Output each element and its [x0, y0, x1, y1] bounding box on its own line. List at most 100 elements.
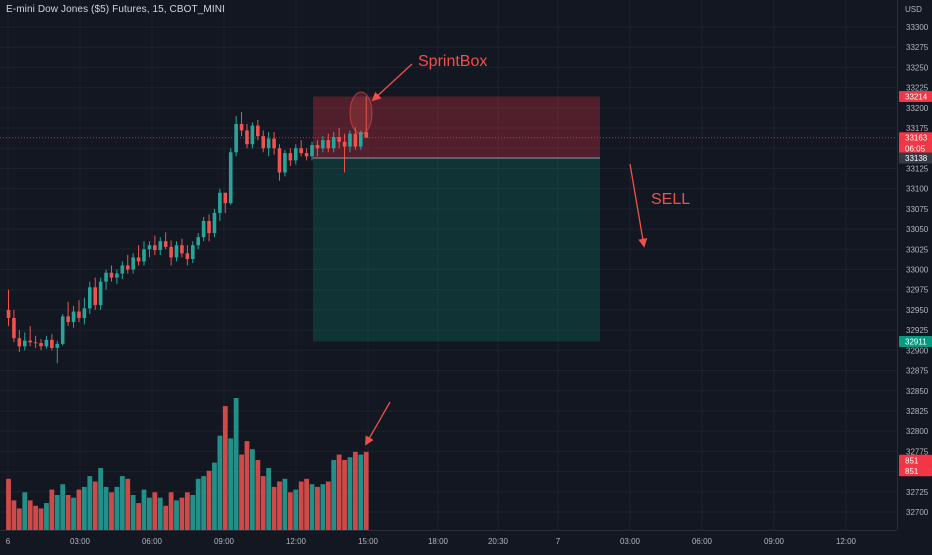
volume-bar	[184, 492, 190, 530]
volume-bar	[119, 476, 125, 530]
volume-bar	[81, 486, 87, 530]
price-tick-label: 33025	[906, 245, 929, 254]
candle-body	[293, 148, 298, 161]
volume-bar	[76, 489, 82, 530]
volume-bar	[266, 468, 272, 530]
price-badge	[899, 465, 932, 477]
time-tick-label: 09:00	[214, 537, 235, 546]
candle-body	[212, 212, 217, 234]
volume-bar	[212, 462, 217, 530]
price-tick-label: 32825	[906, 407, 929, 416]
candle-body	[218, 192, 222, 213]
volume-bar	[98, 468, 104, 530]
candle-body	[22, 340, 27, 347]
candlestick-series[interactable]	[6, 96, 369, 364]
candle-body	[169, 246, 173, 258]
time-tick-label: 15:00	[358, 537, 379, 546]
candle-body	[153, 245, 157, 251]
volume-bar	[325, 481, 331, 530]
price-tick-label: 32925	[906, 326, 929, 335]
short-position-tool[interactable]	[313, 96, 600, 342]
volume-bar	[206, 470, 212, 530]
candle-body	[348, 133, 352, 147]
time-axis-divider	[0, 530, 897, 531]
price-tick-label: 32950	[906, 306, 929, 315]
price-tick-label: 33200	[906, 104, 929, 113]
symbol-title[interactable]: E-mini Dow Jones ($5) Futures, 15, CBOT_…	[6, 4, 225, 15]
candle-body	[12, 318, 16, 339]
volume-bars	[6, 398, 369, 530]
price-tick-label: 33275	[906, 43, 929, 52]
volume-bar	[152, 492, 158, 530]
candle-body	[66, 316, 70, 323]
candle-body	[180, 245, 184, 254]
drawing-annotations[interactable]: SprintBox SELL	[349, 53, 690, 446]
price-badge	[899, 454, 932, 466]
candle-body	[190, 245, 195, 259]
volume-bar	[201, 476, 207, 530]
volume-bar	[141, 489, 147, 530]
volume-bar	[179, 497, 185, 530]
price-badge-label: 851	[905, 456, 919, 465]
price-badge-label: 33214	[905, 93, 928, 102]
price-badge	[899, 335, 932, 347]
price-tick-label: 33250	[906, 63, 929, 72]
volume-bar	[271, 486, 277, 530]
candle-body	[98, 281, 103, 306]
candle-body	[185, 253, 190, 259]
price-tick-label: 33050	[906, 225, 929, 234]
volume-bar	[195, 478, 201, 530]
price-tick-label: 33300	[906, 23, 929, 32]
brand-arrow[interactable]	[371, 63, 413, 102]
volume-bar	[109, 492, 114, 530]
candle-body	[174, 245, 179, 258]
time-tick-label: 12:00	[286, 537, 307, 546]
sell-label[interactable]: SELL	[651, 191, 690, 208]
volume-arrow[interactable]	[365, 401, 391, 446]
candle-body	[250, 125, 255, 145]
candle-body	[77, 311, 81, 318]
volume-bar	[298, 481, 304, 530]
price-badge	[899, 132, 932, 144]
time-tick-label: 03:00	[70, 537, 91, 546]
sell-arrow[interactable]	[629, 163, 648, 248]
volume-bar	[320, 484, 326, 530]
highlight-ellipse[interactable]	[349, 91, 373, 135]
candle-body	[158, 241, 163, 251]
candle-body	[136, 257, 141, 262]
candle-body	[299, 148, 303, 154]
volume-bar	[363, 451, 369, 530]
candle-body	[125, 265, 130, 270]
volume-bar	[54, 494, 60, 530]
time-tick-label: 09:00	[764, 537, 785, 546]
time-tick-label: 18:00	[428, 537, 449, 546]
brand-label[interactable]: SprintBox	[418, 53, 487, 70]
volume-bar	[293, 489, 299, 530]
volume-bar	[125, 478, 131, 530]
take-profit-zone[interactable]	[313, 157, 600, 342]
time-tick-label: 03:00	[620, 537, 641, 546]
candle-body	[115, 273, 119, 278]
candle-body	[196, 237, 200, 246]
candle-body	[120, 265, 125, 274]
price-badge-label: 33163	[905, 134, 928, 143]
price-tick-label: 33125	[906, 164, 929, 173]
candle-body	[310, 145, 314, 157]
volume-bar	[168, 492, 174, 530]
candle-body	[207, 221, 211, 234]
volume-bar	[331, 459, 337, 530]
candle-body	[331, 136, 336, 149]
candle-body	[93, 287, 98, 306]
time-axis[interactable]: 6 03:00 06:00 09:00 12:00 15:00 18:00 20:30 7 03:…	[6, 537, 857, 546]
candle-body	[304, 153, 309, 157]
price-badge	[899, 152, 932, 164]
price-tick-label: 32875	[906, 367, 929, 376]
candle-body	[6, 309, 11, 318]
volume-bar	[103, 486, 109, 530]
candle-body	[82, 308, 87, 318]
candle-body	[261, 136, 266, 149]
candle-body	[326, 140, 331, 149]
